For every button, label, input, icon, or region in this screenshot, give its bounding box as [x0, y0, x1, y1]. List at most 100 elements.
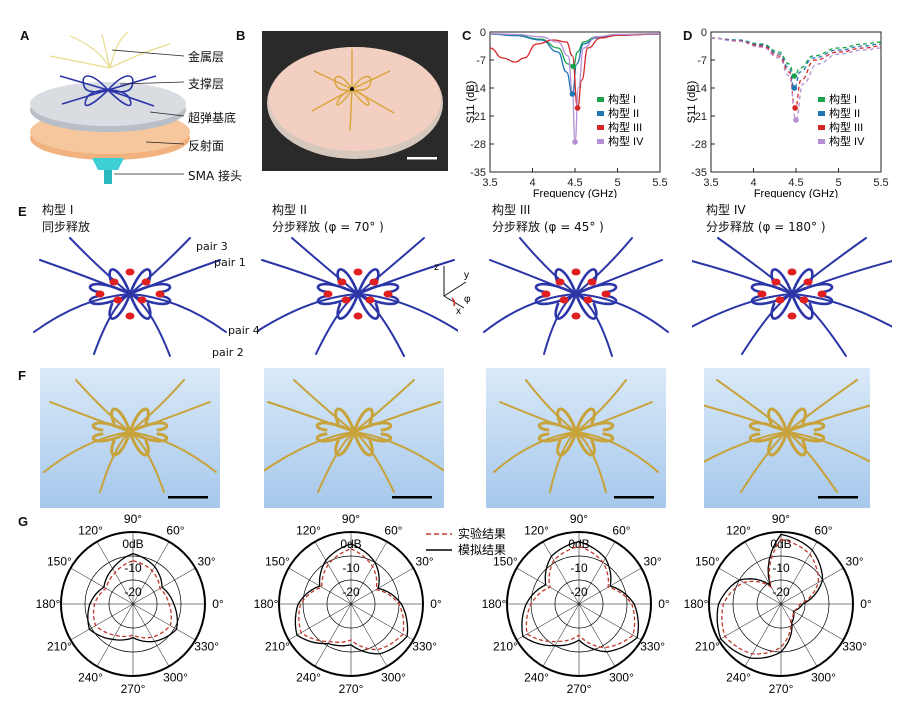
ribbon-loop [356, 268, 380, 296]
angle-label: 120° [726, 523, 751, 537]
gold-petal [537, 430, 578, 443]
angle-label: 120° [78, 523, 103, 537]
grid-spoke [96, 603, 134, 667]
grid-spoke [780, 567, 844, 605]
gold-loop [767, 407, 789, 434]
polar-config-3: 90° 60° 30° 0° 330° 300° 270° 240° 210° 180° 150° 1… [482, 512, 670, 696]
gold-arm [716, 379, 788, 433]
gold-petal [748, 421, 789, 434]
gold-petal [352, 421, 393, 434]
angle-label: 30° [644, 555, 662, 569]
ribbon-arm [69, 237, 131, 295]
bead [95, 290, 105, 298]
scale-bar [614, 496, 654, 499]
y-tick-label: -28 [470, 139, 486, 151]
config-2-title: 构型 II [272, 203, 307, 217]
gold-petal [315, 421, 356, 434]
gold-petal [91, 421, 132, 434]
panel-label-e: E [18, 204, 27, 219]
angle-label: 300° [811, 671, 836, 685]
y-axis-label: S11 (dB) [686, 81, 698, 124]
radial-label: 0dB [122, 537, 143, 551]
ribbon-petal [750, 282, 794, 296]
x-axis-label: Frequency (GHz) [754, 188, 838, 198]
grid-spoke [780, 603, 844, 641]
gold-arm [353, 431, 444, 472]
legend-label: 构型 II [608, 106, 639, 120]
scale-bar [168, 496, 208, 499]
config-4-caption: 构型 IV 分步释放 (φ = 180° ) [706, 202, 826, 236]
legend-exp: 实验结果 [458, 526, 506, 541]
gold-arm [575, 379, 627, 433]
gold-arm [786, 431, 870, 463]
ribbon-loop [770, 292, 794, 320]
ribbon-arm [519, 237, 577, 295]
gold-petal [785, 430, 826, 443]
y-tick-label: -7 [697, 55, 707, 67]
gold-petal [748, 430, 789, 443]
x-tick-label: 3.5 [703, 177, 718, 189]
ribbon-loop [790, 268, 814, 296]
ribbon-petal [790, 282, 834, 296]
angle-label: 180° [684, 597, 709, 611]
scale-bar [818, 496, 858, 499]
photo-config-4 [704, 368, 870, 508]
x-tick-label: 4 [750, 177, 756, 189]
bead [109, 278, 119, 286]
bead [137, 296, 147, 304]
bead [787, 312, 797, 320]
grid-spoke [350, 603, 388, 667]
panel-label-d: D [683, 28, 693, 43]
x-axis-label: Frequency (GHz) [533, 188, 617, 198]
grid-spoke [516, 603, 580, 641]
angle-label: 180° [36, 597, 61, 611]
legend-label: 构型 III [829, 120, 863, 134]
scale-bar [392, 496, 432, 499]
gold-arm [575, 431, 659, 473]
gold-arm [264, 431, 355, 472]
angle-label: 210° [265, 640, 290, 654]
radial-label: 0dB [770, 537, 791, 551]
gold-arm [353, 379, 415, 433]
x-tick-label: 3.5 [482, 177, 497, 189]
bead [323, 290, 333, 298]
callout-substrate: 超弹基底 [188, 111, 237, 125]
simulation-curve [87, 552, 179, 643]
gold-loop [785, 430, 807, 457]
angle-label: 270° [567, 682, 592, 696]
y-tick-label: -21 [470, 111, 486, 123]
angle-label: 210° [47, 640, 72, 654]
ribbon-structure [692, 237, 892, 357]
angle-label: 0° [658, 597, 670, 611]
photo-config-3 [486, 368, 666, 508]
bead [353, 312, 363, 320]
gold-loop [128, 430, 150, 457]
ribbon-loop [128, 268, 152, 296]
ribbon-loop [108, 292, 132, 320]
support-layer-pattern [59, 75, 157, 107]
angle-label: 330° [194, 640, 219, 654]
axis-phi-label: φ [464, 294, 471, 305]
config-4-subtitle: 分步释放 (φ = 180° ) [706, 220, 826, 234]
panel-label-b: B [236, 28, 246, 43]
angle-label: 60° [612, 523, 630, 537]
ribbon-loop [356, 292, 380, 320]
gold-petal [315, 430, 356, 443]
axis-z-label: z [434, 262, 439, 273]
panel-label-g: G [18, 514, 29, 529]
photo-background [486, 368, 666, 508]
config-2-caption: 构型 II 分步释放 (φ = 70° ) [272, 202, 384, 236]
y-axis-label: S11 (dB) [465, 81, 477, 124]
angle-label: 210° [493, 640, 518, 654]
ribbon-arm [129, 293, 227, 333]
gold-petal [128, 421, 169, 434]
bead [125, 268, 135, 276]
resonance-marker [791, 85, 798, 91]
sma-connector [92, 158, 124, 170]
ribbon-petal [128, 282, 172, 296]
angle-label: 150° [265, 555, 290, 569]
angle-label: 30° [416, 555, 434, 569]
legend-label: 构型 III [608, 120, 642, 134]
render-config-3 [483, 237, 669, 357]
experiment-curve [721, 538, 820, 655]
